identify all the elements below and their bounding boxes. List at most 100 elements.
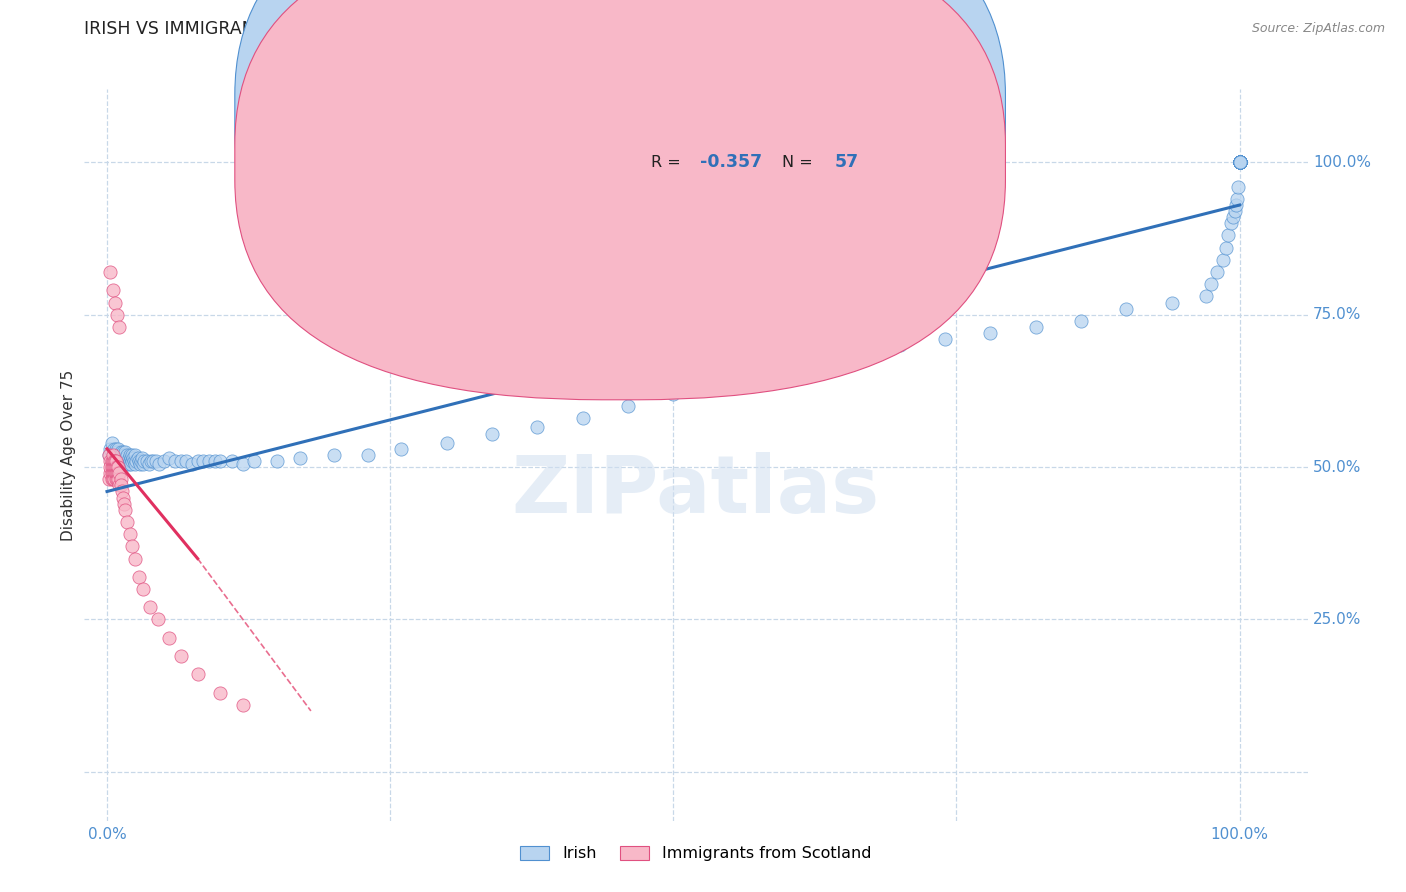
Text: Source: ZipAtlas.com: Source: ZipAtlas.com — [1251, 22, 1385, 36]
Point — [104, 448, 127, 462]
Point — [100, 265, 122, 279]
Text: 0.629: 0.629 — [709, 103, 763, 121]
Point — [1229, 155, 1251, 169]
Point — [100, 460, 122, 475]
Point — [193, 454, 215, 468]
Point — [1229, 155, 1251, 169]
Point — [187, 667, 209, 681]
Point — [1195, 289, 1218, 303]
Point — [104, 445, 127, 459]
Point — [934, 332, 956, 346]
Point — [128, 457, 150, 471]
Point — [1229, 155, 1251, 169]
Text: 0.0%: 0.0% — [87, 827, 127, 842]
Point — [100, 466, 122, 480]
Point — [104, 460, 127, 475]
Point — [1229, 155, 1251, 169]
Point — [110, 445, 132, 459]
Point — [111, 484, 134, 499]
FancyBboxPatch shape — [235, 0, 1005, 400]
Point — [1206, 265, 1229, 279]
Point — [1229, 155, 1251, 169]
Point — [1229, 155, 1251, 169]
Point — [135, 454, 157, 468]
Point — [1229, 155, 1251, 169]
Point — [1226, 192, 1249, 206]
Point — [1229, 155, 1251, 169]
Text: 25.0%: 25.0% — [1313, 612, 1361, 627]
Point — [104, 454, 127, 468]
Point — [1229, 155, 1251, 169]
Legend: Irish, Immigrants from Scotland: Irish, Immigrants from Scotland — [515, 839, 877, 868]
Point — [1225, 198, 1247, 212]
Point — [1229, 155, 1251, 169]
Point — [889, 338, 911, 352]
Text: 100.0%: 100.0% — [1211, 827, 1268, 842]
Point — [105, 308, 128, 322]
Point — [104, 454, 127, 468]
Point — [101, 454, 124, 468]
Point — [243, 454, 266, 468]
Point — [141, 454, 163, 468]
Point — [169, 454, 191, 468]
Point — [103, 450, 125, 465]
Point — [1229, 155, 1251, 169]
Point — [111, 457, 134, 471]
Point — [112, 448, 135, 462]
Point — [112, 457, 135, 471]
Point — [1229, 155, 1251, 169]
Point — [105, 466, 128, 480]
Point — [181, 457, 204, 471]
Point — [98, 448, 121, 462]
Point — [111, 450, 134, 465]
Point — [844, 351, 866, 365]
Point — [1229, 155, 1251, 169]
Point — [108, 450, 131, 465]
Point — [105, 450, 128, 465]
Point — [1229, 155, 1251, 169]
Point — [198, 454, 221, 468]
Point — [1201, 277, 1223, 292]
Point — [111, 454, 134, 468]
Point — [356, 448, 378, 462]
Point — [114, 445, 136, 459]
Point — [617, 399, 640, 413]
Point — [1160, 295, 1182, 310]
Point — [101, 466, 124, 480]
Point — [110, 472, 132, 486]
Point — [979, 326, 1001, 340]
Point — [1229, 155, 1251, 169]
Point — [129, 454, 152, 468]
Point — [1070, 314, 1092, 328]
Point — [105, 472, 128, 486]
Point — [1229, 155, 1251, 169]
Point — [1218, 228, 1240, 243]
Point — [209, 686, 232, 700]
Text: 148: 148 — [834, 103, 870, 121]
Point — [288, 450, 311, 465]
Point — [101, 454, 124, 468]
Point — [124, 448, 146, 462]
Point — [1215, 241, 1237, 255]
Text: N =: N = — [782, 154, 813, 169]
Point — [127, 450, 149, 465]
Point — [100, 460, 122, 475]
Point — [266, 454, 288, 468]
Point — [104, 466, 127, 480]
Point — [101, 460, 124, 475]
Point — [100, 454, 122, 468]
Point — [117, 457, 139, 471]
Point — [1229, 155, 1251, 169]
Point — [134, 454, 156, 468]
Point — [132, 457, 155, 471]
Point — [204, 454, 226, 468]
Point — [526, 420, 548, 434]
Point — [707, 375, 730, 389]
Point — [121, 454, 143, 468]
Point — [121, 448, 143, 462]
FancyBboxPatch shape — [592, 86, 891, 185]
Point — [103, 472, 125, 486]
Point — [146, 613, 169, 627]
Point — [101, 448, 124, 462]
Point — [107, 460, 129, 475]
